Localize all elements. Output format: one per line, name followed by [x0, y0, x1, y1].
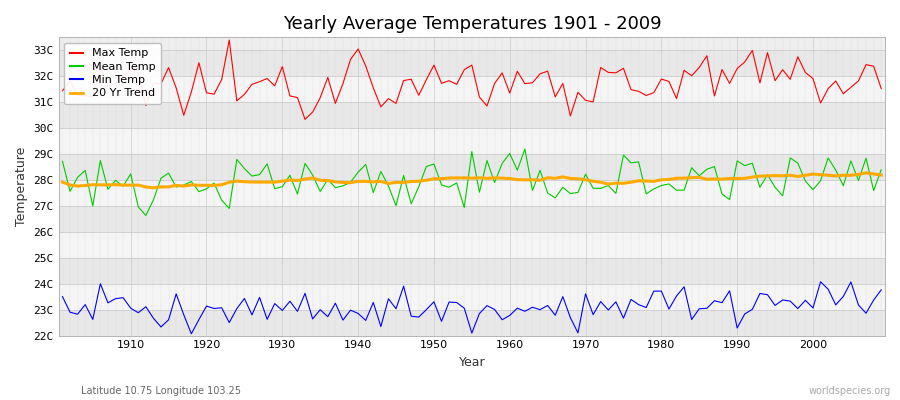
X-axis label: Year: Year: [458, 356, 485, 369]
Bar: [58, 50, 885, 76]
Bar: [58, 310, 885, 336]
Bar: [58, 154, 885, 180]
Text: worldspecies.org: worldspecies.org: [809, 386, 891, 396]
Bar: [58, 232, 885, 258]
Title: Yearly Average Temperatures 1901 - 2009: Yearly Average Temperatures 1901 - 2009: [283, 15, 662, 33]
Y-axis label: Temperature: Temperature: [15, 147, 28, 226]
Text: Latitude 10.75 Longitude 103.25: Latitude 10.75 Longitude 103.25: [81, 386, 241, 396]
Bar: [58, 206, 885, 232]
Bar: [58, 102, 885, 128]
Bar: [58, 128, 885, 154]
Bar: [58, 284, 885, 310]
Legend: Max Temp, Mean Temp, Min Temp, 20 Yr Trend: Max Temp, Mean Temp, Min Temp, 20 Yr Tre…: [64, 43, 161, 104]
Bar: [58, 180, 885, 206]
Bar: [58, 76, 885, 102]
Bar: [58, 258, 885, 284]
